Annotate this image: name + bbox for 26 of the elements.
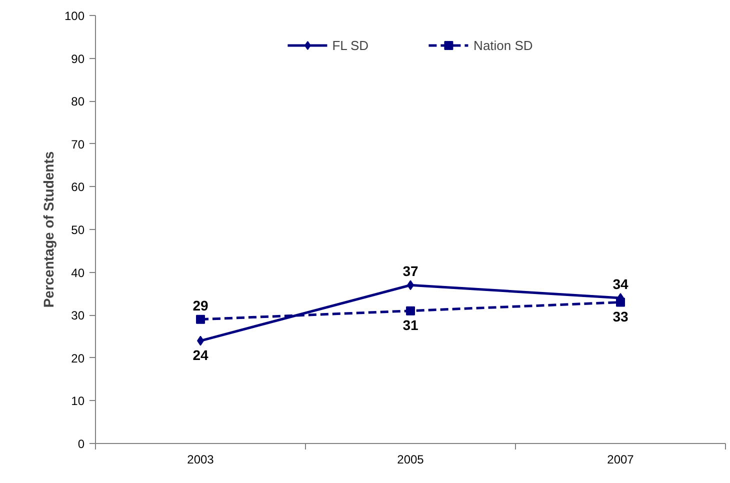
y-tick-label: 60 — [71, 180, 85, 194]
y-tick-label: 70 — [71, 137, 85, 152]
x-tick-label: 2005 — [397, 452, 424, 466]
data-label: 29 — [192, 297, 208, 314]
y-tick-label: 30 — [71, 308, 85, 323]
y-tick-label: 90 — [71, 52, 85, 66]
legend-label: FL SD — [332, 38, 369, 52]
y-tick-label: 20 — [71, 351, 85, 366]
y-tick-label: 100 — [64, 9, 85, 23]
y-tick-label: 80 — [71, 94, 85, 109]
x-tick-label: 2007 — [607, 452, 634, 466]
y-tick-label: 0 — [78, 437, 85, 451]
data-label: 34 — [612, 276, 628, 292]
y-tick-label: 40 — [71, 266, 85, 280]
data-label: 37 — [402, 263, 418, 280]
point — [406, 306, 415, 316]
data-label: 24 — [192, 346, 208, 363]
x-tick-label: 2003 — [187, 452, 214, 466]
point — [196, 314, 205, 324]
point — [616, 298, 625, 307]
y-tick-label: 10 — [71, 394, 85, 408]
y-tick-label: 50 — [71, 223, 85, 237]
legend-label: Nation SD — [474, 38, 533, 52]
y-axis-title: Percentage of Students — [40, 151, 56, 308]
data-label: 31 — [402, 316, 418, 333]
data-label: 33 — [612, 308, 628, 324]
